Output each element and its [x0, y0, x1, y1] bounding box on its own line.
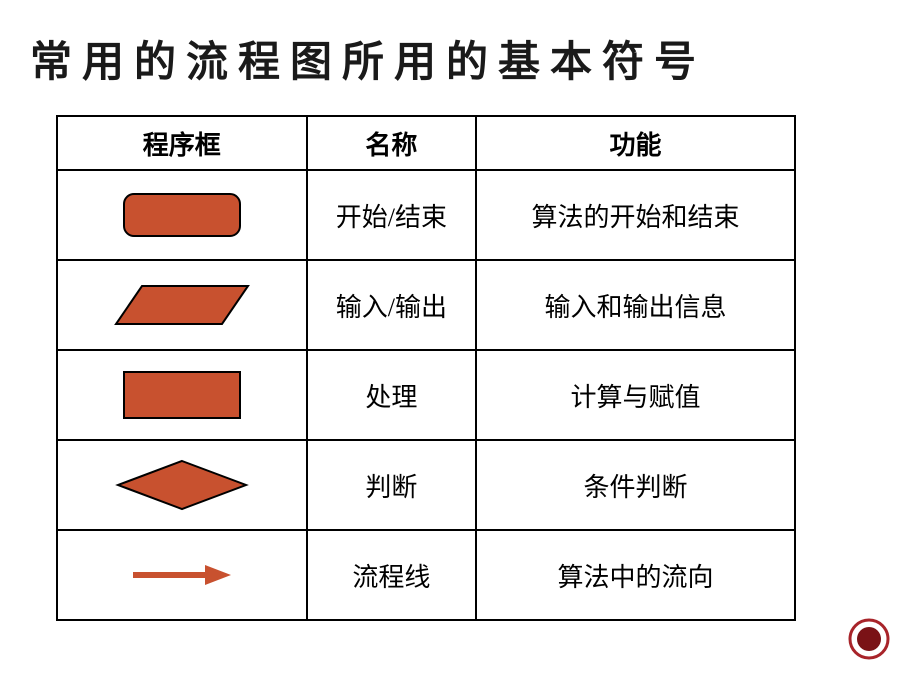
- func-cell: 输入和输出信息: [476, 260, 795, 350]
- decision-shape-icon: [112, 457, 252, 513]
- name-cell: 判断: [307, 440, 476, 530]
- process-shape-icon: [122, 370, 242, 420]
- col-header-func: 功能: [476, 116, 795, 170]
- table-row: 处理 计算与赋值: [57, 350, 795, 440]
- shape-cell: [57, 440, 307, 530]
- name-cell: 处理: [307, 350, 476, 440]
- corner-badge-icon: [848, 618, 890, 660]
- terminal-shape-icon: [122, 192, 242, 238]
- symbols-table: 程序框 名称 功能 开始/结束 算法的开始和结束: [56, 115, 796, 621]
- name-cell: 流程线: [307, 530, 476, 620]
- table-header-row: 程序框 名称 功能: [57, 116, 795, 170]
- table-row: 判断 条件判断: [57, 440, 795, 530]
- slide: 常用的流程图所用的基本符号 程序框 名称 功能 开始/结束 算法的开始和结束: [0, 0, 920, 690]
- table-row: 流程线 算法中的流向: [57, 530, 795, 620]
- table-row: 开始/结束 算法的开始和结束: [57, 170, 795, 260]
- flowline-arrow-icon: [127, 560, 237, 590]
- func-cell: 算法的开始和结束: [476, 170, 795, 260]
- func-cell: 算法中的流向: [476, 530, 795, 620]
- col-header-shape: 程序框: [57, 116, 307, 170]
- io-shape-icon: [112, 280, 252, 330]
- table-row: 输入/输出 输入和输出信息: [57, 260, 795, 350]
- func-cell: 计算与赋值: [476, 350, 795, 440]
- page-title: 常用的流程图所用的基本符号: [24, 28, 884, 89]
- col-header-name: 名称: [307, 116, 476, 170]
- shape-cell: [57, 350, 307, 440]
- name-cell: 输入/输出: [307, 260, 476, 350]
- shape-cell: [57, 260, 307, 350]
- shape-cell: [57, 170, 307, 260]
- shape-cell: [57, 530, 307, 620]
- name-cell: 开始/结束: [307, 170, 476, 260]
- func-cell: 条件判断: [476, 440, 795, 530]
